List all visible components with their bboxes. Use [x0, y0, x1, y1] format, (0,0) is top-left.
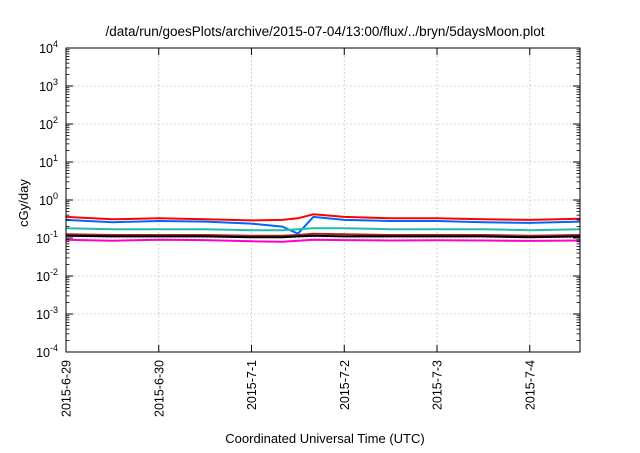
y-tick-label: 10-1	[36, 229, 58, 246]
y-axis-label: cGy/day	[16, 179, 31, 227]
x-tick-label: 2015-7-3	[431, 360, 445, 410]
tick-labels: 10-4 10-3 10-2 10-1 100 101 102 103 104 2015-6-29…	[36, 39, 537, 417]
chart-title: /data/run/goesPlots/archive/2015-07-04/1…	[105, 24, 544, 39]
x-tick-label: 2015-6-29	[60, 360, 74, 417]
series-line	[65, 227, 581, 232]
plot-frame	[65, 47, 581, 353]
x-tick-label: 2015-7-4	[523, 360, 537, 410]
x-axis-label: Coordinated Universal Time (UTC)	[225, 431, 424, 446]
y-tick-label: 102	[39, 115, 58, 132]
series-line	[65, 232, 581, 237]
x-tick-label: 2015-7-1	[245, 360, 259, 410]
y-tick-label: 101	[39, 153, 58, 170]
x-tick-label: 2015-6-30	[152, 360, 166, 417]
series-line	[65, 213, 581, 222]
series-line	[65, 238, 581, 243]
y-tick-label: 10-4	[36, 343, 58, 360]
y-tick-label: 103	[39, 77, 58, 94]
y-tick-label: 104	[39, 39, 58, 56]
x-tick-label: 2015-7-2	[338, 360, 352, 410]
y-tick-label: 10-3	[36, 305, 58, 322]
axes	[65, 47, 581, 353]
series-line	[65, 234, 581, 239]
series-line	[65, 215, 581, 235]
y-tick-label: 10-2	[36, 267, 58, 284]
y-tick-label: 100	[39, 191, 58, 208]
series-layer	[65, 213, 581, 243]
grid	[65, 47, 580, 353]
